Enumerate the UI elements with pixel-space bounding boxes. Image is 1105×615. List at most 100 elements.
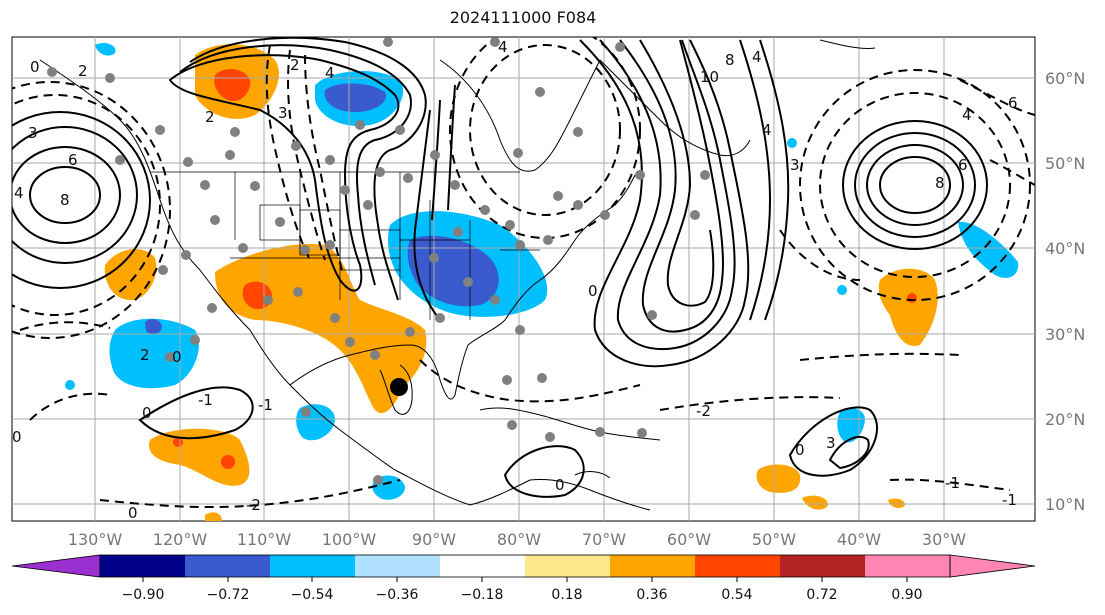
colorbar-segment bbox=[100, 555, 185, 577]
lon-tick-label: 30°W bbox=[922, 530, 966, 549]
colorbar-extend-low bbox=[11, 554, 101, 578]
contour-label: 0 bbox=[172, 348, 182, 366]
colorbar-segment bbox=[525, 555, 610, 577]
positive-anomaly-region bbox=[756, 464, 801, 493]
contour-label: 2 bbox=[205, 108, 215, 126]
contour-label: 0 bbox=[795, 441, 805, 459]
contour-label: 0 bbox=[128, 504, 138, 522]
contour-label: 4 bbox=[762, 121, 772, 139]
colorbar-label: −0.54 bbox=[291, 587, 334, 603]
strong-positive-region bbox=[907, 293, 917, 303]
station-markers bbox=[47, 37, 710, 485]
negative-anomaly-region bbox=[65, 380, 75, 390]
negative-anomaly-region bbox=[837, 408, 865, 443]
contour-label: -2 bbox=[696, 402, 711, 420]
colorbar-label: −0.72 bbox=[207, 587, 250, 603]
contour-label: 6 bbox=[958, 156, 968, 174]
contour-lines bbox=[12, 37, 1035, 509]
lat-tick-label: 60°N bbox=[1045, 69, 1085, 88]
contour-label: 6 bbox=[68, 151, 78, 169]
contour-label: 0 bbox=[142, 404, 152, 422]
lat-tick-label: 30°N bbox=[1045, 325, 1085, 344]
strong-positive-region bbox=[221, 455, 235, 469]
negative-anomaly-region bbox=[958, 221, 1019, 278]
longitude-ticks: 130°W 120°W 110°W 100°W 90°W 80°W 70°W 6… bbox=[68, 530, 966, 549]
colorbar-segment bbox=[440, 555, 525, 577]
negative-anomaly-region bbox=[787, 138, 797, 148]
contour-label: 8 bbox=[725, 51, 735, 69]
contour-label: 0 bbox=[555, 476, 565, 494]
contour-label: 2 bbox=[140, 346, 150, 364]
contour-label: 0 bbox=[30, 58, 40, 76]
strong-positive-region bbox=[214, 68, 251, 102]
contour-label: 8 bbox=[60, 191, 70, 209]
contour-label: 4 bbox=[498, 38, 508, 56]
positive-anomaly-region bbox=[802, 495, 828, 510]
colorbar-label: 0.54 bbox=[721, 587, 752, 603]
contour-label: 3 bbox=[826, 434, 836, 452]
lon-tick-label: 40°W bbox=[837, 530, 881, 549]
contour-label: 2 bbox=[78, 62, 88, 80]
contour-label: 8 bbox=[935, 174, 945, 192]
map-title: 2024111000 F084 bbox=[449, 8, 597, 27]
colorbar-extend-high bbox=[949, 554, 1036, 578]
colorbar-segment bbox=[865, 555, 950, 577]
lon-tick-label: 110°W bbox=[237, 530, 292, 549]
lat-tick-label: 40°N bbox=[1045, 239, 1085, 258]
lat-tick-label: 20°N bbox=[1045, 410, 1085, 429]
colorbar-label: 0.18 bbox=[551, 587, 582, 603]
negative-anomaly-region bbox=[95, 42, 116, 56]
colorbar-segment bbox=[695, 555, 780, 577]
lon-tick-label: 130°W bbox=[68, 530, 123, 549]
contour-label: 3 bbox=[790, 156, 800, 174]
positive-anomaly-region bbox=[215, 244, 427, 414]
contour-label: 4 bbox=[752, 48, 762, 66]
contour-label: 0 bbox=[12, 428, 22, 446]
lon-tick-label: 120°W bbox=[153, 530, 208, 549]
contour-label: 4 bbox=[325, 64, 335, 82]
contour-label: 4 bbox=[962, 106, 972, 124]
latitude-ticks: 60°N 50°N 40°N 30°N 20°N 10°N bbox=[1045, 69, 1085, 514]
colorbar-label: −0.90 bbox=[122, 587, 165, 603]
colorbar-label: 0.90 bbox=[891, 587, 922, 603]
contour-label: -1 bbox=[258, 396, 273, 414]
contour-label: 0 bbox=[588, 282, 598, 300]
positive-anomaly-region bbox=[878, 268, 938, 346]
colorbar-segment bbox=[780, 555, 865, 577]
contour-label: 6 bbox=[1008, 94, 1018, 112]
lat-tick-label: 50°N bbox=[1045, 154, 1085, 173]
colorbar: −0.90 −0.72 −0.54 −0.36 −0.18 0.18 0.36 … bbox=[11, 554, 1036, 603]
contour-label: 10 bbox=[700, 68, 719, 86]
strong-negative-region bbox=[407, 235, 499, 307]
colorbar-label: −0.18 bbox=[461, 587, 504, 603]
highlight-marker bbox=[390, 378, 408, 396]
negative-anomaly-region bbox=[837, 285, 847, 295]
lon-tick-label: 100°W bbox=[322, 530, 377, 549]
strong-negative-region bbox=[145, 319, 162, 335]
contour-label: 3 bbox=[28, 124, 38, 142]
lon-tick-label: 50°W bbox=[752, 530, 796, 549]
contour-label-layer: 2 4 2 3 6 8 4 3 2 0 2 0 -1 0 0 -2 -1 10 … bbox=[12, 38, 1018, 522]
contour-label: -1 bbox=[945, 474, 960, 492]
lat-tick-label: 10°N bbox=[1045, 495, 1085, 514]
contour-label: -1 bbox=[1002, 491, 1017, 509]
colorbar-label: −0.36 bbox=[376, 587, 419, 603]
positive-anomaly-region bbox=[104, 248, 157, 301]
negative-anomaly-region bbox=[109, 318, 199, 389]
contour-label: 4 bbox=[14, 184, 24, 202]
colorbar-segment bbox=[355, 555, 440, 577]
lon-tick-label: 60°W bbox=[667, 530, 711, 549]
colorbar-segment bbox=[185, 555, 270, 577]
contour-label: 3 bbox=[278, 104, 288, 122]
contour-label: 2 bbox=[290, 56, 300, 74]
positive-anomaly-region bbox=[888, 498, 905, 508]
colorbar-segment bbox=[610, 555, 695, 577]
contour-label: -2 bbox=[246, 496, 261, 514]
positive-anomaly-region bbox=[205, 512, 222, 521]
colorbar-segment bbox=[270, 555, 355, 577]
colorbar-label: 0.72 bbox=[806, 587, 837, 603]
strong-negative-region bbox=[324, 83, 386, 112]
lon-tick-label: 80°W bbox=[497, 530, 541, 549]
lon-tick-label: 70°W bbox=[582, 530, 626, 549]
colorbar-label: 0.36 bbox=[636, 587, 667, 603]
